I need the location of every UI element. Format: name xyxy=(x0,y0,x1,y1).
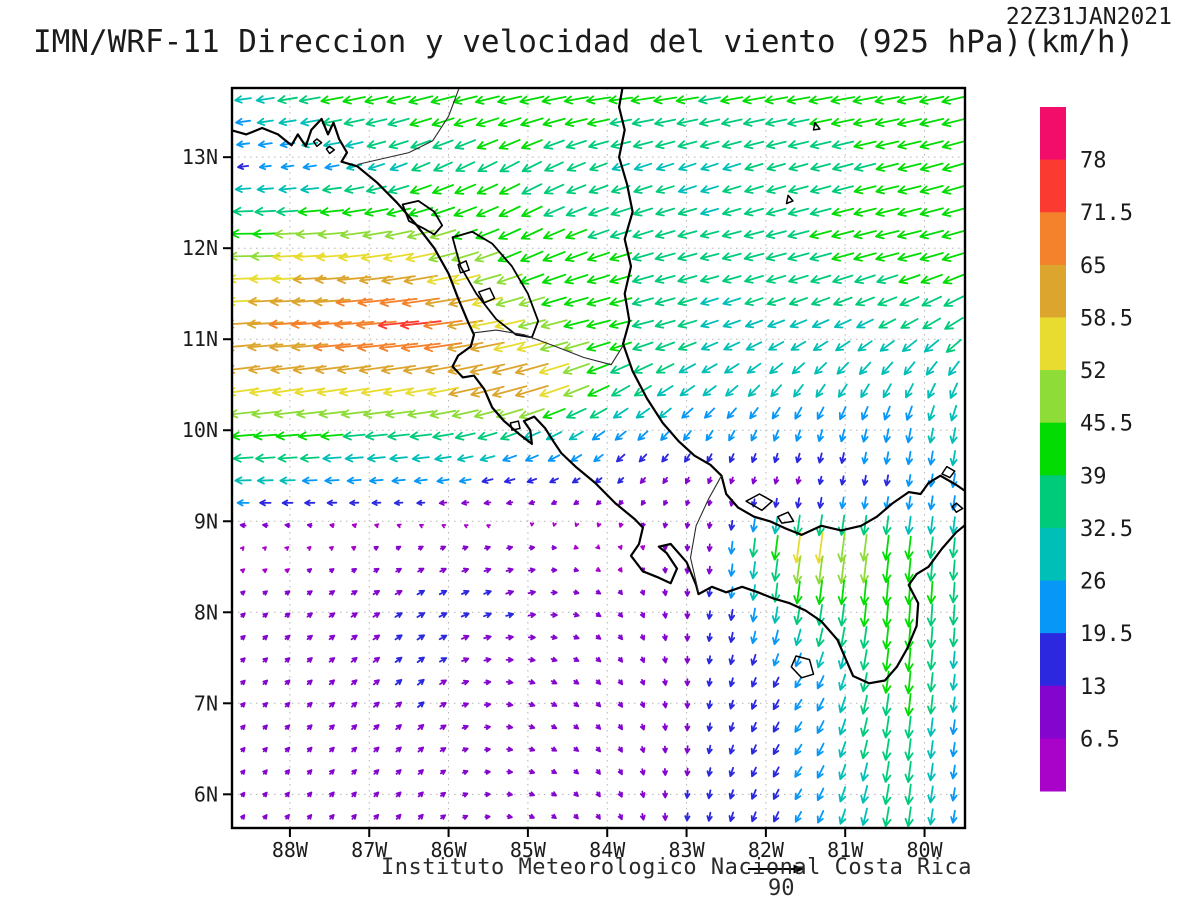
svg-text:71.5: 71.5 xyxy=(1080,201,1133,226)
svg-text:32.5: 32.5 xyxy=(1080,517,1133,542)
reference-arrow-label: 90 xyxy=(768,876,795,900)
svg-text:6N: 6N xyxy=(194,782,218,806)
svg-text:88W: 88W xyxy=(272,838,309,862)
chart-timestamp: 22Z31JAN2021 xyxy=(1005,4,1172,30)
svg-text:78: 78 xyxy=(1080,149,1107,174)
svg-text:45.5: 45.5 xyxy=(1080,412,1133,437)
svg-text:84W: 84W xyxy=(589,838,626,862)
svg-text:52: 52 xyxy=(1080,359,1107,384)
svg-text:58.5: 58.5 xyxy=(1080,306,1133,331)
svg-text:10N: 10N xyxy=(182,418,218,442)
svg-text:81W: 81W xyxy=(827,838,864,862)
svg-text:83W: 83W xyxy=(668,838,705,862)
svg-text:7N: 7N xyxy=(194,691,218,715)
svg-text:11N: 11N xyxy=(182,327,218,351)
svg-text:13N: 13N xyxy=(182,145,218,169)
svg-text:26: 26 xyxy=(1080,570,1107,595)
chart-title: IMN/WRF-11 Direccion y velocidad del vie… xyxy=(33,24,1135,60)
svg-text:8N: 8N xyxy=(194,600,218,624)
svg-text:86W: 86W xyxy=(431,838,468,862)
svg-text:82W: 82W xyxy=(748,838,785,862)
svg-text:85W: 85W xyxy=(510,838,547,862)
svg-text:19.5: 19.5 xyxy=(1080,622,1133,647)
svg-text:39: 39 xyxy=(1080,464,1107,489)
svg-text:13: 13 xyxy=(1080,675,1107,700)
svg-text:12N: 12N xyxy=(182,236,218,260)
svg-text:6.5: 6.5 xyxy=(1080,727,1120,752)
svg-text:65: 65 xyxy=(1080,254,1107,279)
svg-text:80W: 80W xyxy=(906,838,943,862)
chart-footer: Instituto Meteorologico Nacional Costa R… xyxy=(381,855,973,880)
svg-text:9N: 9N xyxy=(194,509,218,533)
svg-text:87W: 87W xyxy=(351,838,388,862)
